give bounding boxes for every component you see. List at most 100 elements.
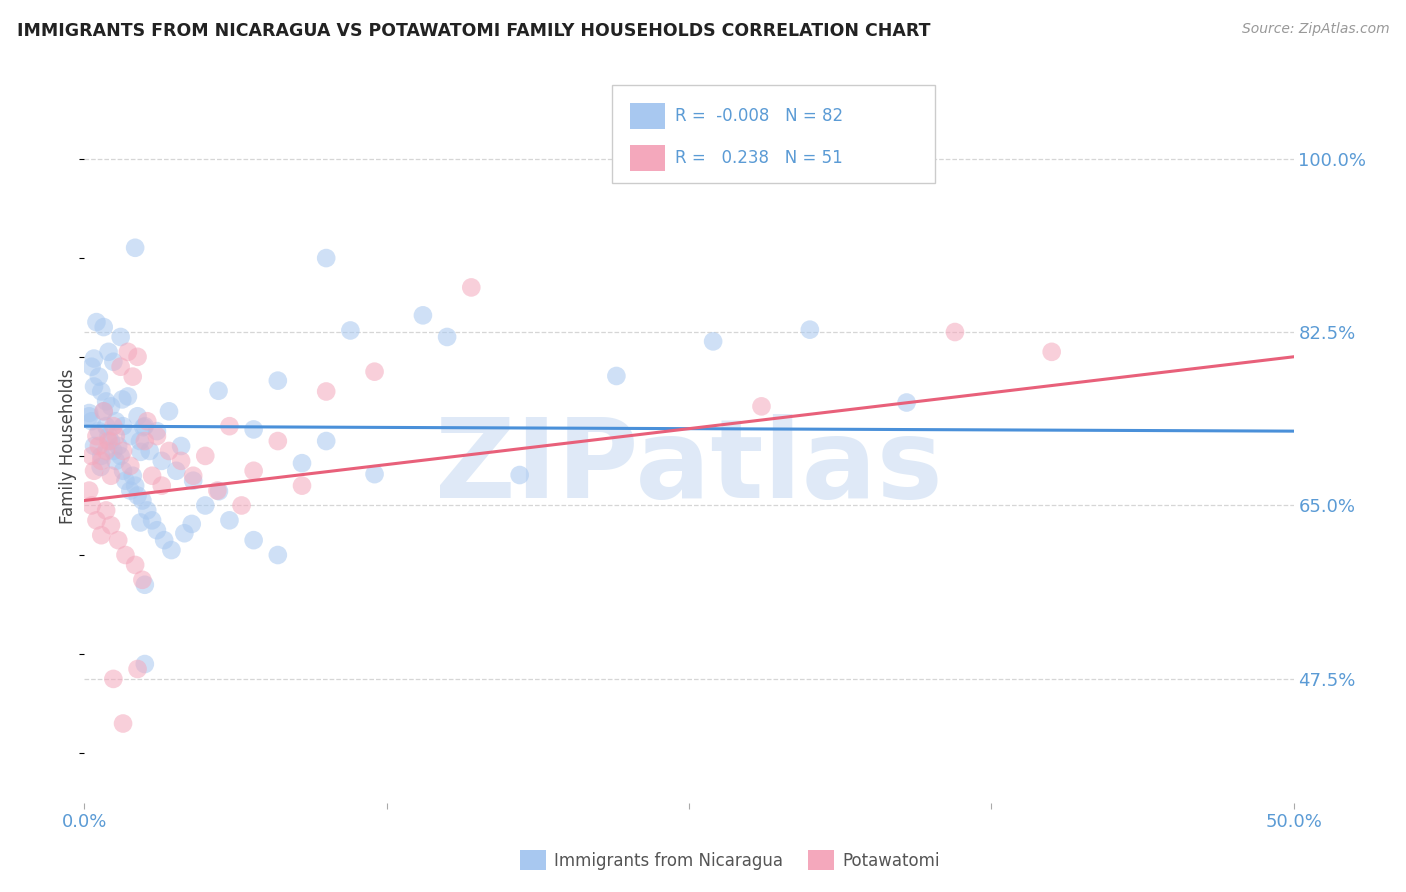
Point — [141, 513, 163, 527]
Point — [80, 414, 103, 428]
Point — [141, 468, 163, 483]
Point — [87, 439, 110, 453]
Point — [339, 323, 361, 337]
Point — [218, 513, 240, 527]
Point — [86, 429, 108, 443]
Point — [94, 419, 117, 434]
Point — [103, 444, 125, 458]
Point — [93, 404, 115, 418]
Point — [83, 351, 105, 366]
Text: ZIPatlas: ZIPatlas — [434, 414, 943, 521]
Point — [90, 528, 112, 542]
Point — [134, 419, 156, 434]
Point — [100, 468, 122, 483]
Point — [94, 394, 117, 409]
Point — [157, 404, 180, 418]
Point — [134, 434, 156, 448]
Text: Source: ZipAtlas.com: Source: ZipAtlas.com — [1241, 22, 1389, 37]
Point — [315, 251, 337, 265]
Point — [136, 414, 159, 428]
Point — [124, 478, 146, 492]
Point — [94, 444, 117, 458]
Point — [153, 533, 176, 548]
Point — [100, 518, 122, 533]
Point — [315, 434, 337, 448]
Point — [90, 454, 112, 468]
Text: IMMIGRANTS FROM NICARAGUA VS POTAWATOMI FAMILY HOUSEHOLDS CORRELATION CHART: IMMIGRANTS FROM NICARAGUA VS POTAWATOMI … — [17, 22, 931, 40]
Point — [436, 330, 458, 344]
Point — [80, 449, 103, 463]
Point — [120, 429, 142, 443]
Point — [117, 389, 139, 403]
Point — [509, 468, 531, 483]
Point — [291, 478, 314, 492]
Point — [127, 662, 149, 676]
Point — [112, 444, 135, 458]
Point — [751, 400, 773, 414]
Point — [111, 392, 134, 407]
Point — [146, 424, 169, 438]
Point — [110, 359, 132, 374]
Point — [112, 464, 135, 478]
Point — [138, 444, 160, 458]
Text: Potawatomi: Potawatomi — [842, 852, 939, 870]
Point — [127, 350, 149, 364]
Point — [146, 429, 169, 443]
Point — [267, 548, 290, 562]
Point — [114, 548, 136, 562]
Point — [129, 516, 152, 530]
Point — [150, 454, 173, 468]
Point — [83, 464, 105, 478]
Point — [165, 464, 187, 478]
Point — [103, 672, 125, 686]
Point — [94, 503, 117, 517]
Point — [97, 344, 120, 359]
Point — [267, 374, 290, 388]
Point — [291, 456, 314, 470]
Point — [315, 384, 337, 399]
Point — [194, 499, 217, 513]
Point — [90, 384, 112, 399]
Point — [124, 558, 146, 572]
Point — [77, 483, 100, 498]
Point — [136, 503, 159, 517]
Y-axis label: Family Households: Family Households — [59, 368, 77, 524]
Point — [107, 439, 129, 453]
Point — [127, 409, 149, 424]
Point — [242, 533, 264, 548]
Point — [132, 420, 155, 434]
Text: R =  -0.008   N = 82: R = -0.008 N = 82 — [675, 107, 844, 125]
Point — [363, 467, 385, 482]
Point — [799, 323, 821, 337]
Point — [181, 474, 204, 488]
Point — [267, 434, 290, 448]
Point — [112, 419, 135, 434]
Point — [121, 369, 143, 384]
Point — [146, 523, 169, 537]
Point — [93, 404, 115, 418]
Point — [90, 449, 112, 463]
Point — [77, 409, 100, 424]
Point — [97, 434, 120, 448]
Point — [86, 315, 108, 329]
Point — [131, 573, 153, 587]
Point — [93, 320, 115, 334]
Point — [120, 458, 142, 473]
Point — [160, 543, 183, 558]
Point — [103, 355, 125, 369]
Point — [134, 578, 156, 592]
Point — [104, 454, 127, 468]
Point — [121, 468, 143, 483]
Point — [231, 499, 253, 513]
Point — [112, 716, 135, 731]
Point — [242, 464, 264, 478]
Point — [97, 429, 120, 443]
Point — [124, 241, 146, 255]
Point — [702, 334, 724, 349]
Point — [80, 499, 103, 513]
Point — [83, 379, 105, 393]
Point — [896, 395, 918, 409]
Point — [943, 325, 966, 339]
Point — [87, 424, 110, 438]
Point — [194, 449, 217, 463]
